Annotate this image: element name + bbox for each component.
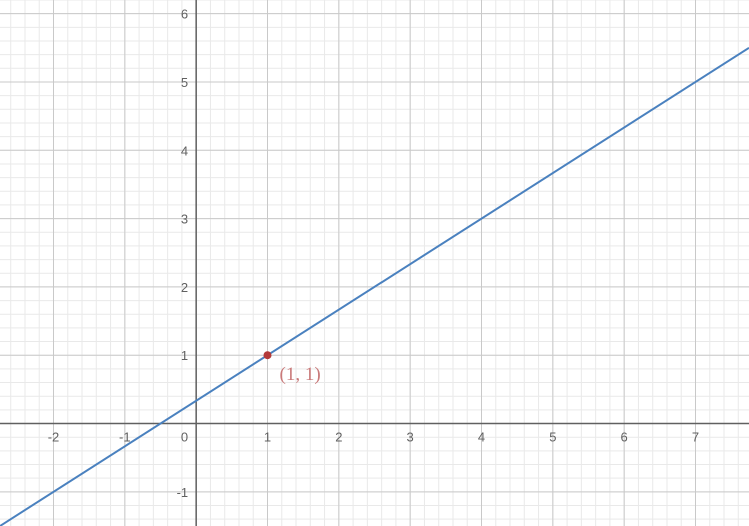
x-tick-label: 7: [692, 430, 699, 445]
y-tick-label: 1: [181, 348, 188, 363]
y-tick-label: 3: [181, 212, 188, 227]
y-tick-label: 2: [181, 280, 188, 295]
x-tick-label: -1: [119, 430, 131, 445]
x-tick-label: 5: [549, 430, 556, 445]
y-tick-label: 6: [181, 7, 188, 22]
x-tick-label: -2: [48, 430, 60, 445]
highlighted-point: [264, 351, 272, 359]
x-tick-label: 1: [264, 430, 271, 445]
x-tick-label: 2: [335, 430, 342, 445]
x-tick-label: 3: [407, 430, 414, 445]
x-tick-label: 4: [478, 430, 485, 445]
x-tick-label: 6: [621, 430, 628, 445]
coordinate-graph: -2 -1 0 1 2 3 4 5 6 7 -1 1 2 3 4 5 6 (1, 1): [0, 0, 749, 526]
y-tick-label: 4: [181, 143, 188, 158]
x-tick-label: 0: [181, 430, 188, 445]
y-tick-label: -1: [177, 485, 189, 500]
y-tick-label: 5: [181, 75, 188, 90]
chart-background: [0, 0, 749, 526]
point-label: (1, 1): [280, 364, 321, 385]
